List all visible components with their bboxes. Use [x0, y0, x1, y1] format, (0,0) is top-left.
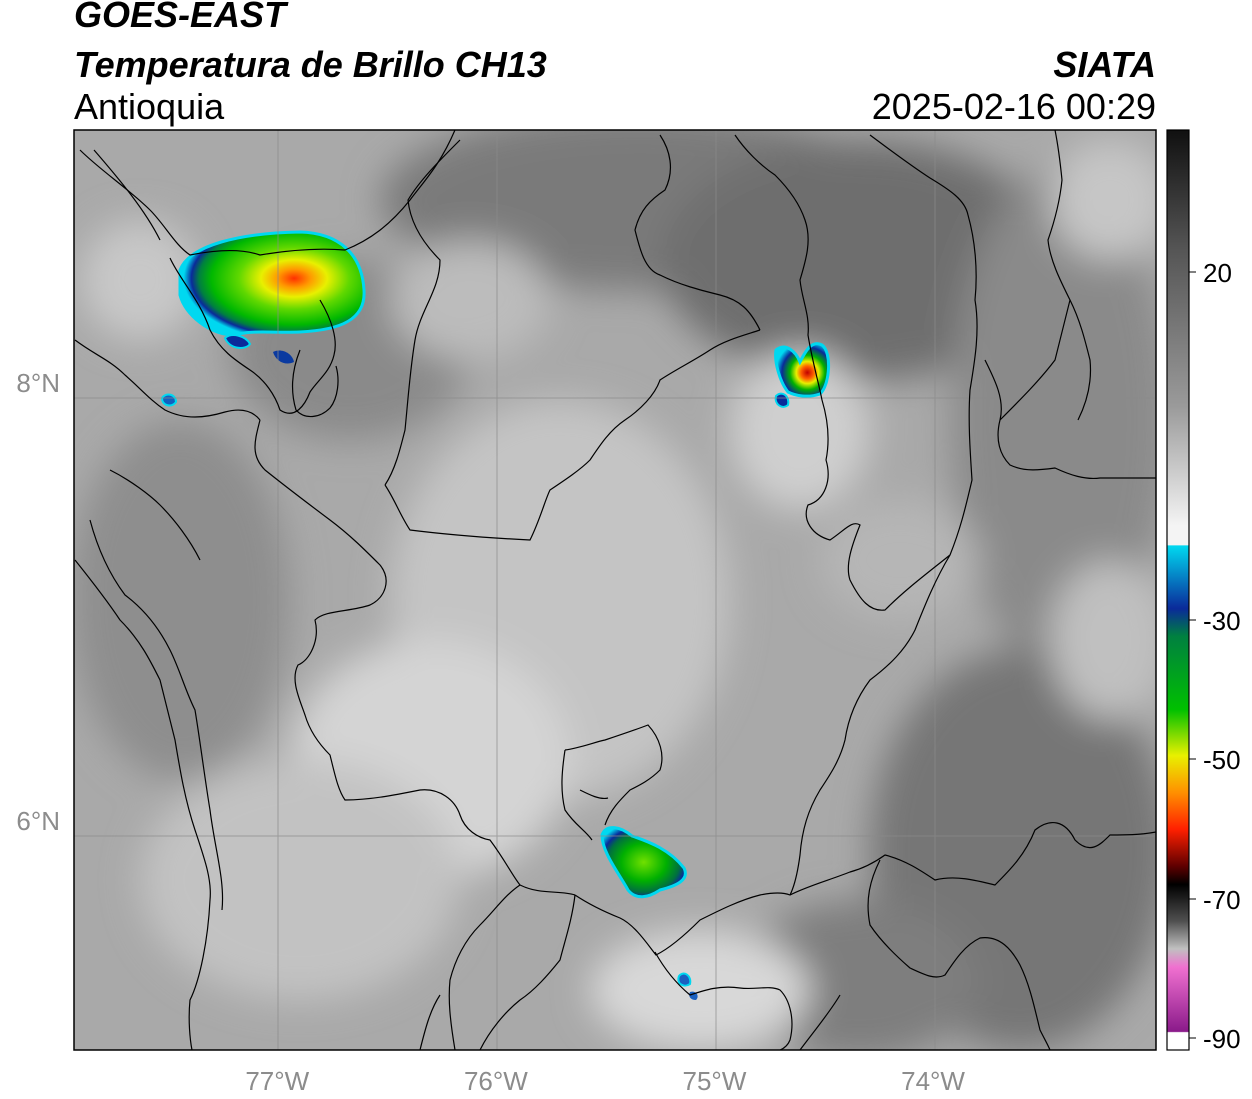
colorbar: 20 -30 -50 -70 -90 — [1166, 129, 1241, 1054]
colorbar-frame — [1166, 129, 1190, 1051]
lat-tick-label: 8°N — [16, 368, 60, 398]
brightness-temperature-field — [74, 130, 1156, 1050]
convective-cell-north-west — [160, 230, 366, 407]
datetime-label: 2025-02-16 00:29 — [871, 86, 1156, 127]
satellite-title: GOES-EAST — [74, 0, 287, 35]
lon-tick-label: 75°W — [683, 1066, 747, 1096]
lon-tick-label: 76°W — [464, 1066, 528, 1096]
colorbar-tick-labels: 20 -30 -50 -70 -90 — [1189, 258, 1241, 1054]
colorbar-tick-label: -90 — [1203, 1024, 1241, 1054]
longitude-tick-labels: 77°W 76°W 75°W 74°W — [245, 1066, 965, 1096]
lon-tick-label: 77°W — [245, 1066, 309, 1096]
lon-tick-label: 74°W — [901, 1066, 965, 1096]
gridlines — [74, 130, 1156, 1050]
colorbar-gradient — [1167, 130, 1189, 1050]
convective-cell-north-east — [774, 342, 830, 408]
colorbar-tick-label: -50 — [1203, 745, 1241, 775]
region-label: Antioquia — [74, 86, 225, 127]
administrative-boundaries — [74, 130, 1156, 1050]
colorbar-tick-label: 20 — [1203, 258, 1232, 288]
product-title: Temperatura de Brillo CH13 — [74, 44, 547, 85]
map-frame — [73, 129, 1157, 1051]
convective-cell-south — [600, 826, 698, 1000]
colorbar-tick-label: -30 — [1203, 606, 1241, 636]
latitude-tick-labels: 8°N 6°N — [16, 368, 60, 836]
organization-label: SIATA — [1053, 44, 1156, 85]
lat-tick-label: 6°N — [16, 806, 60, 836]
colorbar-tick-label: -70 — [1203, 885, 1241, 915]
